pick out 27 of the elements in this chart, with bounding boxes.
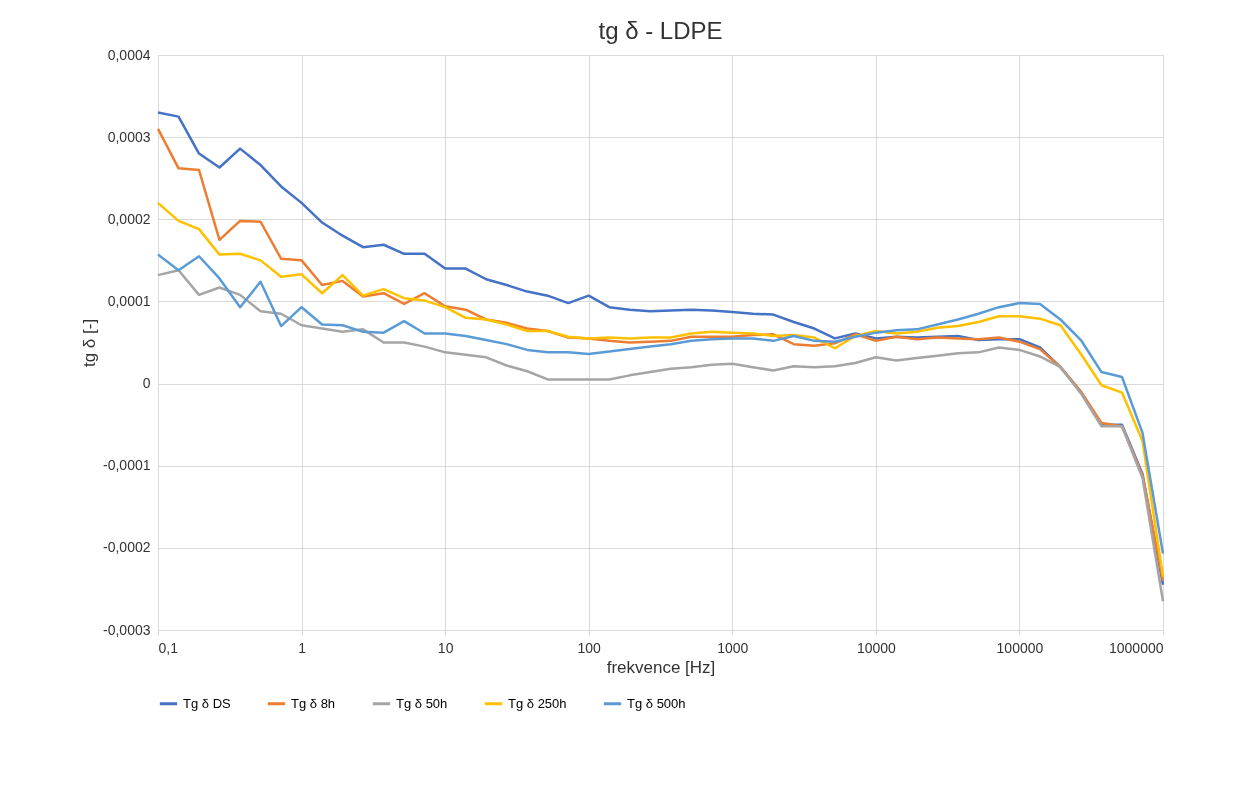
y-axis-title: tg δ [-]	[80, 318, 100, 368]
x-tick-label: 10000	[856, 639, 897, 656]
y-tick-label: 0,0002	[107, 210, 151, 227]
legend-label: Tg δ 50h	[396, 695, 448, 711]
x-tick-label: 100	[577, 639, 602, 656]
legend-label: Tg δ 500h	[627, 695, 686, 711]
legend-label: Tg δ 250h	[508, 695, 567, 711]
y-tick-label: -0,0003	[103, 621, 151, 638]
y-tick-label: 0,0003	[107, 128, 151, 145]
x-tick-label: 1	[298, 639, 307, 656]
line-series	[156, 268, 1165, 603]
x-tick-label: 0,1	[158, 639, 179, 656]
y-tick-label: 0	[142, 375, 151, 392]
line-series	[156, 201, 1165, 578]
line-series	[156, 253, 1165, 555]
x-tick-label: 100000	[996, 639, 1044, 656]
y-tick-label: 0,0004	[107, 46, 151, 63]
x-tick-label: 1000000	[1108, 639, 1164, 656]
y-tick-label: 0,0001	[107, 292, 151, 309]
y-tick-label: -0,0002	[103, 539, 151, 556]
x-tick-label: 1000	[717, 639, 749, 656]
legend-label: Tg δ 8h	[291, 695, 336, 711]
legend-label: Tg δ DS	[183, 695, 232, 711]
x-axis-title: frekvence [Hz]	[606, 657, 716, 677]
chart-title: tg δ - LDPE	[598, 17, 723, 44]
y-tick-label: -0,0001	[103, 457, 151, 474]
x-tick-label: 10	[437, 639, 454, 656]
